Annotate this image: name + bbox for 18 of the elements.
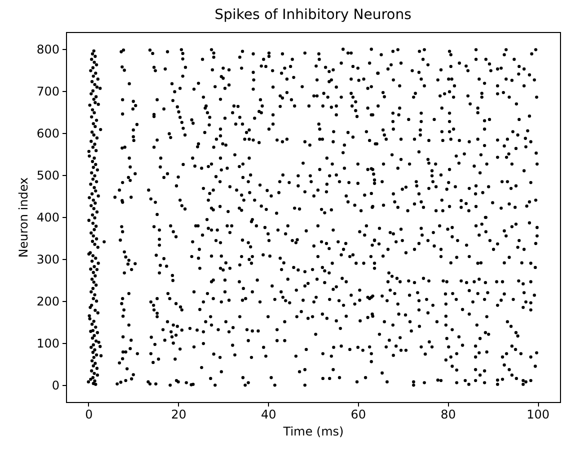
y-tick-label: 800 <box>36 42 60 56</box>
y-tick-label: 100 <box>36 336 60 351</box>
x-axis-title: Time (ms) <box>282 424 344 438</box>
y-tick-label: 0 <box>52 378 60 393</box>
x-tick-label: 40 <box>260 408 276 422</box>
x-tick-label: 0 <box>85 408 93 422</box>
y-tick-label: 700 <box>36 84 60 98</box>
x-tick-label: 80 <box>440 408 456 422</box>
y-tick-label: 600 <box>36 126 60 140</box>
x-tick-label: 60 <box>350 408 366 422</box>
chart-title: Spikes of Inhibitory Neurons <box>214 7 412 23</box>
x-tick-label: 100 <box>526 408 550 422</box>
y-axis-title: Neuron index <box>16 177 31 258</box>
y-tick-label: 500 <box>36 168 60 182</box>
x-tick-label: 20 <box>171 408 186 422</box>
y-tick-label: 300 <box>36 252 60 267</box>
y-tick-label: 200 <box>36 294 60 309</box>
y-tick-label: 400 <box>36 210 60 224</box>
